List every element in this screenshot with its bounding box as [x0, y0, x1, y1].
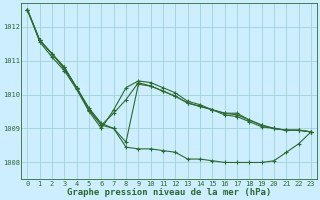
X-axis label: Graphe pression niveau de la mer (hPa): Graphe pression niveau de la mer (hPa) — [67, 188, 271, 197]
